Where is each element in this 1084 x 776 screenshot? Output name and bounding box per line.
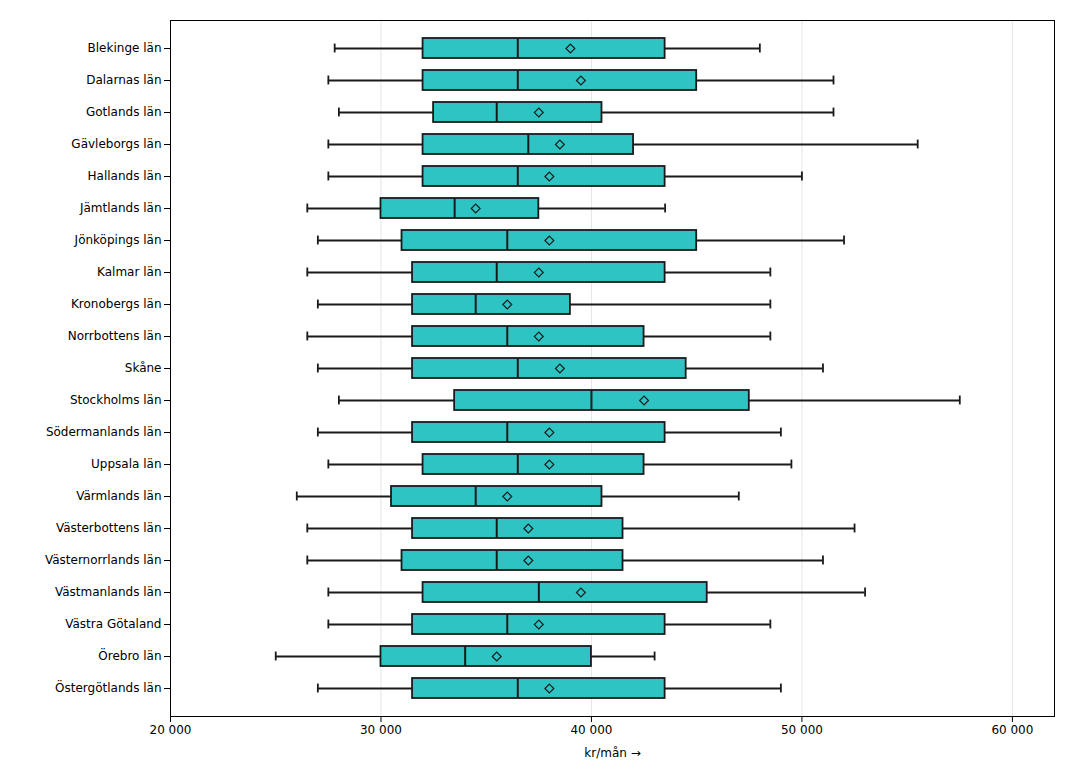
svg-text:Hallands län: Hallands län	[88, 169, 162, 183]
svg-text:40 000: 40 000	[570, 723, 612, 737]
svg-text:Uppsala län: Uppsala län	[91, 457, 161, 471]
svg-text:Västerbottens län: Västerbottens län	[56, 521, 162, 535]
svg-text:20 000: 20 000	[150, 723, 192, 737]
svg-text:Västmanlands län: Västmanlands län	[55, 585, 162, 599]
svg-text:50 000: 50 000	[781, 723, 823, 737]
svg-text:Västra Götaland: Västra Götaland	[65, 617, 161, 631]
svg-text:Jönköpings län: Jönköpings län	[74, 233, 162, 247]
svg-text:Blekinge län: Blekinge län	[88, 41, 162, 55]
svg-text:Norrbottens län: Norrbottens län	[68, 329, 162, 343]
svg-text:Örebro län: Örebro län	[98, 647, 161, 663]
svg-text:Gävleborgs län: Gävleborgs län	[71, 137, 161, 151]
svg-text:30 000: 30 000	[360, 723, 402, 737]
svg-text:kr/mån →: kr/mån →	[584, 746, 640, 760]
svg-text:Värmlands län: Värmlands län	[76, 489, 161, 503]
svg-text:Kronobergs län: Kronobergs län	[71, 297, 162, 311]
svg-text:60 000: 60 000	[991, 723, 1033, 737]
svg-text:Västernorrlands län: Västernorrlands län	[45, 553, 162, 567]
svg-text:Dalarnas län: Dalarnas län	[86, 73, 161, 87]
svg-text:Södermanlands län: Södermanlands län	[46, 425, 162, 439]
svg-text:Skåne: Skåne	[125, 361, 162, 375]
svg-text:Stockholms län: Stockholms län	[70, 393, 162, 407]
svg-text:Jämtlands län: Jämtlands län	[79, 201, 162, 215]
svg-text:Gotlands län: Gotlands län	[86, 105, 162, 119]
svg-text:Östergötlands län: Östergötlands län	[55, 679, 161, 695]
svg-text:Kalmar län: Kalmar län	[97, 265, 161, 279]
